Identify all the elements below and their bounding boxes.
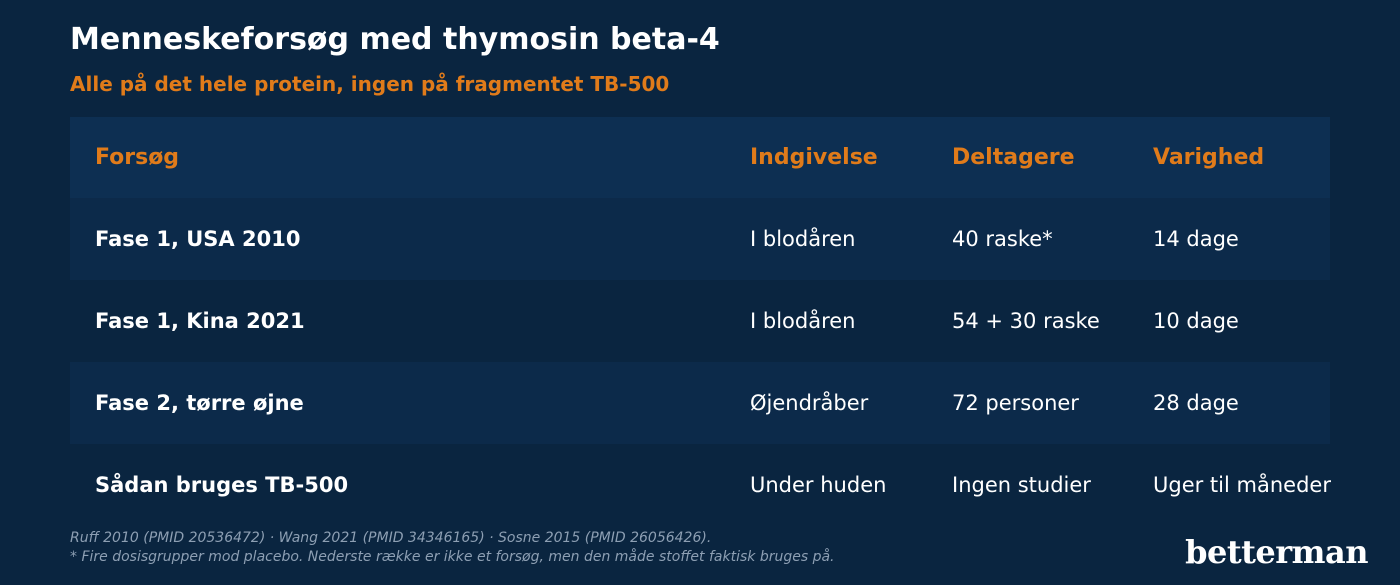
footnote-sources: Ruff 2010 (PMID 20536472) · Wang 2021 (P… — [70, 530, 712, 546]
page-subtitle: Alle på det hele protein, ingen på fragm… — [70, 72, 670, 96]
table-row: Fase 1, USA 2010 I blodåren 40 raske* 14… — [70, 198, 1330, 280]
cell-participants: 40 raske* — [952, 227, 1053, 251]
cell-participants: 72 personer — [952, 391, 1079, 415]
cell-trial: Fase 1, Kina 2021 — [95, 309, 305, 333]
cell-trial: Fase 1, USA 2010 — [95, 227, 301, 251]
cell-administration: Øjendråber — [750, 391, 869, 415]
brand-logo: betterman — [1185, 533, 1368, 571]
cell-duration: 10 dage — [1153, 309, 1239, 333]
header-duration: Varighed — [1153, 145, 1265, 170]
footnote-note: * Fire dosisgrupper mod placebo. Nederst… — [70, 549, 835, 565]
cell-participants: 54 + 30 raske — [952, 309, 1100, 333]
header-participants: Deltagere — [952, 145, 1075, 170]
cell-duration: 14 dage — [1153, 227, 1239, 251]
footnotes: Ruff 2010 (PMID 20536472) · Wang 2021 (P… — [70, 529, 835, 567]
cell-trial: Fase 2, tørre øjne — [95, 391, 304, 415]
table-row: Sådan bruges TB-500 Under huden Ingen st… — [70, 444, 1331, 526]
trials-table: Forsøg Indgivelse Deltagere Varighed Fas… — [70, 117, 1331, 526]
page-title: Menneskeforsøg med thymosin beta-4 — [70, 22, 720, 57]
cell-duration: Uger til måneder — [1153, 473, 1331, 497]
header-trial: Forsøg — [95, 145, 180, 170]
cell-administration: Under huden — [750, 473, 887, 497]
table-row: Fase 2, tørre øjne Øjendråber 72 persone… — [70, 362, 1330, 444]
table-row: Fase 1, Kina 2021 I blodåren 54 + 30 ras… — [70, 280, 1330, 362]
cell-duration: 28 dage — [1153, 391, 1239, 415]
table-header-row: Forsøg Indgivelse Deltagere Varighed — [70, 117, 1330, 198]
cell-administration: I blodåren — [750, 309, 856, 333]
header-administration: Indgivelse — [750, 145, 878, 170]
cell-trial: Sådan bruges TB-500 — [95, 473, 349, 497]
cell-administration: I blodåren — [750, 227, 856, 251]
cell-participants: Ingen studier — [952, 473, 1091, 497]
